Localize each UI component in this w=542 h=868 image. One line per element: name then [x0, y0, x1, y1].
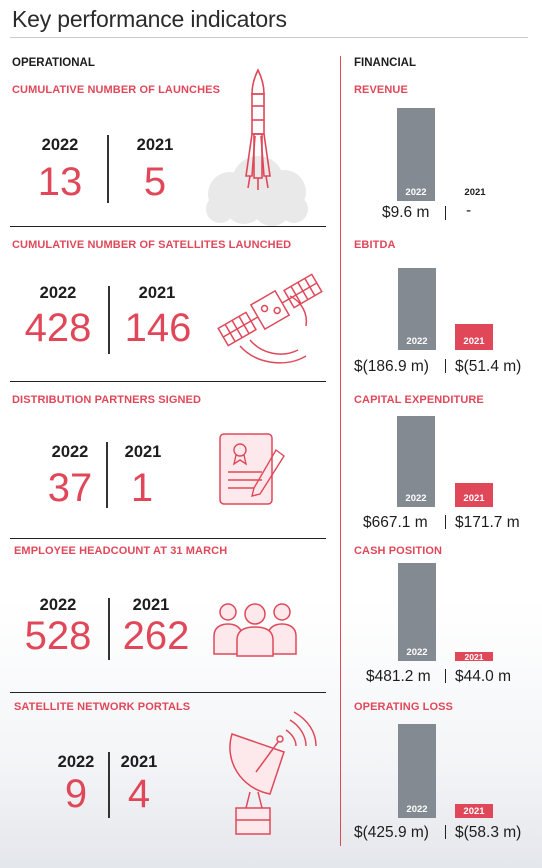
kpi-separator [106, 442, 108, 508]
capex-value-2021: $171.7 m [455, 514, 520, 531]
bar-ebitda-2022: 2022 [398, 268, 436, 350]
bar-revenue-2022: 2022 [397, 108, 435, 201]
kpi-label-launches: CUMULATIVE NUMBER OF LAUNCHES [12, 84, 221, 96]
kpi-label-satellites: CUMULATIVE NUMBER OF SATELLITES LAUNCHED [12, 239, 292, 251]
section-divider [10, 226, 326, 227]
operational-header: OPERATIONAL [12, 57, 95, 69]
bar-capex-2021: 2021 [455, 483, 493, 507]
bar-cash-2022: 2022 [398, 563, 436, 661]
kpi-year-b: 2021 [138, 284, 176, 302]
kpi-label-portals: SATELLITE NETWORK PORTALS [14, 701, 191, 713]
title-divider [10, 37, 528, 38]
kpi-value-a: 37 [47, 466, 93, 510]
kpi-year-b: 2021 [132, 596, 170, 614]
kpi-label-ebitda: EBITDA [354, 239, 396, 251]
kpi-label-capex: CAPITAL EXPENDITURE [354, 394, 484, 406]
bar-capex-2022: 2022 [397, 416, 435, 507]
ebitda-value-2022: $(186.9 m) [354, 358, 429, 375]
column-divider [340, 56, 341, 846]
bar-revenue-2021-label: 2021 [464, 187, 486, 198]
revenue-value-2021: - [466, 202, 472, 219]
kpi-value-b: 1 [130, 466, 154, 510]
kpi-year-b: 2021 [124, 443, 162, 461]
kpi-label-headcount: EMPLOYEE HEADCOUNT AT 31 MARCH [14, 545, 228, 557]
page-title: Key performance indicators [12, 6, 287, 32]
kpi-value-a: 528 [24, 614, 92, 658]
section-divider [10, 692, 326, 693]
bar-cash-2021: 2021 [455, 652, 493, 662]
kpi-label-cash: CASH POSITION [354, 545, 443, 557]
section-divider [10, 538, 326, 539]
kpi-year-a: 2022 [39, 596, 77, 614]
rocket-icon [206, 68, 308, 226]
contract-icon [219, 433, 285, 505]
kpi-value-a: 13 [37, 160, 83, 204]
kpi-year-b: 2021 [136, 136, 174, 154]
satellite-icon [217, 273, 323, 364]
kpi-separator [107, 135, 109, 203]
value-separator [445, 515, 446, 529]
value-separator [445, 359, 446, 373]
kpi-value-b: 4 [127, 772, 151, 816]
kpi-label-partners: DISTRIBUTION PARTNERS SIGNED [12, 394, 201, 406]
operating-loss-value-2021: $(58.3 m) [455, 824, 522, 841]
section-divider [10, 381, 326, 382]
ebitda-value-2021: $(51.4 m) [455, 358, 522, 375]
dish-icon [229, 711, 317, 835]
kpi-value-a: 428 [24, 306, 92, 350]
kpi-value-b: 146 [124, 306, 192, 350]
kpi-value-b: 5 [143, 160, 167, 204]
bar-ebitda-2021: 2021 [455, 324, 493, 350]
kpi-year-a: 2022 [39, 284, 77, 302]
operating-loss-value-2022: $(425.9 m) [354, 824, 429, 841]
kpi-value-a: 9 [64, 772, 88, 816]
kpi-label-operating-loss: OPERATING LOSS [354, 701, 453, 713]
kpi-separator [108, 286, 110, 354]
kpi-year-b: 2021 [120, 753, 158, 771]
kpi-label-revenue: REVENUE [354, 84, 408, 96]
kpi-separator [108, 752, 110, 818]
kpi-value-b: 262 [122, 614, 190, 658]
financial-header: FINANCIAL [354, 57, 416, 69]
capex-value-2022: $667.1 m [363, 514, 428, 531]
revenue-value-2022: $9.6 m [382, 204, 430, 221]
kpi-separator [108, 598, 110, 660]
kpi-year-a: 2022 [41, 136, 79, 154]
cash-value-2021: $44.0 m [455, 668, 512, 685]
cash-value-2022: $481.2 m [366, 668, 431, 685]
bar-operating-loss-2022: 2022 [398, 724, 436, 818]
kpi-year-a: 2022 [51, 443, 89, 461]
value-separator [445, 206, 446, 220]
kpi-year-a: 2022 [57, 753, 95, 771]
value-separator [445, 825, 446, 839]
people-icon [213, 603, 297, 657]
value-separator [445, 669, 446, 683]
bar-operating-loss-2021: 2021 [455, 804, 493, 818]
